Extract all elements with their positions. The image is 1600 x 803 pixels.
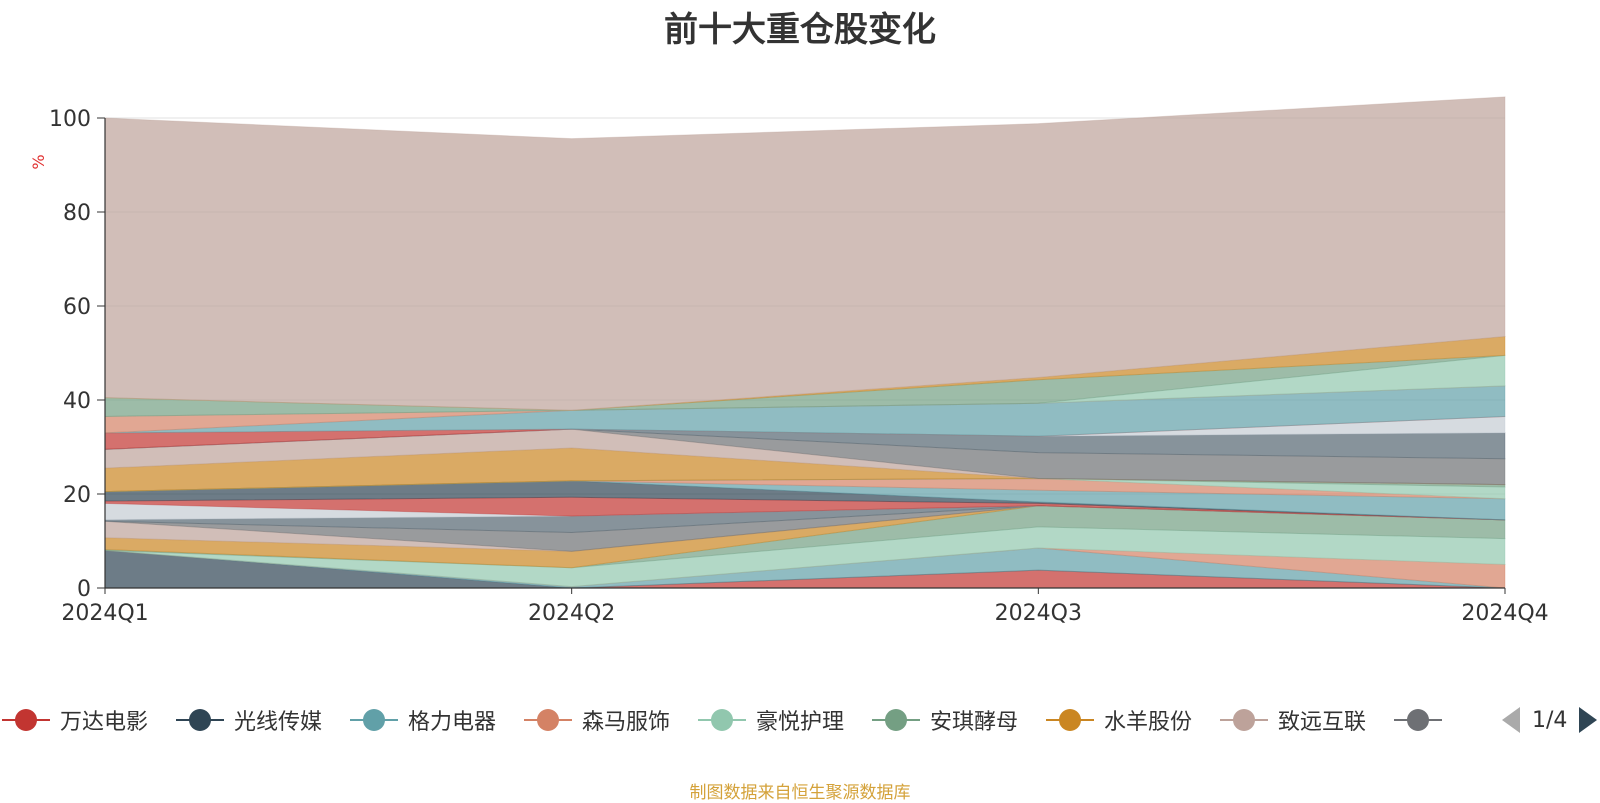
- area-series-16[interactable]: [104, 477, 1506, 493]
- area-series-13[interactable]: [104, 480, 1506, 521]
- legend-label: 致远互联: [1278, 710, 1367, 735]
- x-tick-label-0: 2024Q1: [61, 601, 148, 626]
- legend-label: 水羊股份: [1104, 710, 1193, 735]
- stacked-area-chart: 0 20 40 60 80 100 2024Q1 2024Q2 2024Q3 2024Q4 %: [29, 96, 1549, 626]
- source-note: 制图数据来自恒生聚源数据库: [689, 783, 911, 803]
- x-tick-label-2: 2024Q3: [995, 601, 1082, 626]
- axes: [104, 118, 1505, 589]
- area-series-12[interactable]: [104, 480, 1506, 521]
- legend-next-icon[interactable]: [1577, 705, 1599, 735]
- legend-marker-icon: [1394, 709, 1442, 731]
- area-series-25[interactable]: [104, 354, 1506, 417]
- legend-label: 豪悦护理: [756, 710, 845, 735]
- legend-marker-icon: [2, 709, 50, 731]
- y-tick-label-2: 40: [63, 389, 91, 414]
- x-tick-labels: 2024Q1 2024Q2 2024Q3 2024Q4: [61, 588, 1549, 626]
- legend-item-5[interactable]: 安琪酵母: [872, 700, 1018, 740]
- legend-item-3[interactable]: 森马服饰: [524, 700, 670, 740]
- legend-label: 格力电器: [408, 710, 497, 735]
- y-tick-label-4: 80: [63, 201, 91, 226]
- legend-items: 万达电影 光线传媒 格力电器 森马服饰 豪悦护理 安琪酵母 水羊股份 致远互联: [0, 700, 1468, 740]
- x-tick-label-1: 2024Q2: [528, 601, 615, 626]
- area-series-17[interactable]: [104, 447, 1506, 493]
- legend-label: 光线传媒: [234, 710, 323, 735]
- legend-item-2[interactable]: 格力电器: [350, 700, 496, 740]
- area-series-19[interactable]: [104, 428, 1506, 486]
- legend-marker-icon: [1046, 709, 1094, 731]
- y-tick-label-3: 60: [63, 295, 91, 320]
- legend-item-4[interactable]: 豪悦护理: [698, 700, 844, 740]
- area-series-28[interactable]: [104, 96, 1506, 411]
- area-series-18[interactable]: [104, 428, 1506, 486]
- area-series-15[interactable]: [104, 477, 1506, 500]
- legend-item-7[interactable]: 致远互联: [1220, 700, 1366, 740]
- chart-title: 前十大重仓股变化: [664, 10, 936, 50]
- legend-marker-icon: [872, 709, 920, 731]
- legend-label: 安琪酵母: [930, 710, 1019, 735]
- legend-pager: 1/4: [1500, 704, 1599, 736]
- legend-marker-icon: [524, 709, 572, 731]
- legend-page-indicator: 1/4: [1532, 707, 1568, 733]
- legend-marker-icon: [350, 709, 398, 731]
- y-tick-label-0: 0: [77, 577, 91, 602]
- legend-marker-icon: [698, 709, 746, 731]
- y-axis-label: %: [29, 154, 48, 169]
- legend-item-8[interactable]: [1394, 700, 1452, 740]
- legend-item-0[interactable]: 万达电影: [2, 700, 148, 740]
- x-tick-label-3: 2024Q4: [1461, 601, 1548, 626]
- legend-item-1[interactable]: 光线传媒: [176, 700, 322, 740]
- y-tick-labels: 0 20 40 60 80 100: [49, 107, 105, 602]
- legend-item-6[interactable]: 水羊股份: [1046, 700, 1192, 740]
- legend-label: 森马服饰: [582, 710, 671, 735]
- area-series: [104, 96, 1506, 589]
- legend-prev-icon[interactable]: [1500, 705, 1522, 735]
- area-series-23[interactable]: [104, 385, 1506, 437]
- legend-marker-icon: [176, 709, 224, 731]
- y-tick-label-1: 20: [63, 483, 91, 508]
- legend-marker-icon: [1220, 709, 1268, 731]
- legend: 万达电影 光线传媒 格力电器 森马服饰 豪悦护理 安琪酵母 水羊股份 致远互联: [0, 700, 1600, 740]
- y-tick-label-5: 100: [49, 107, 91, 132]
- legend-label: 万达电影: [60, 710, 149, 735]
